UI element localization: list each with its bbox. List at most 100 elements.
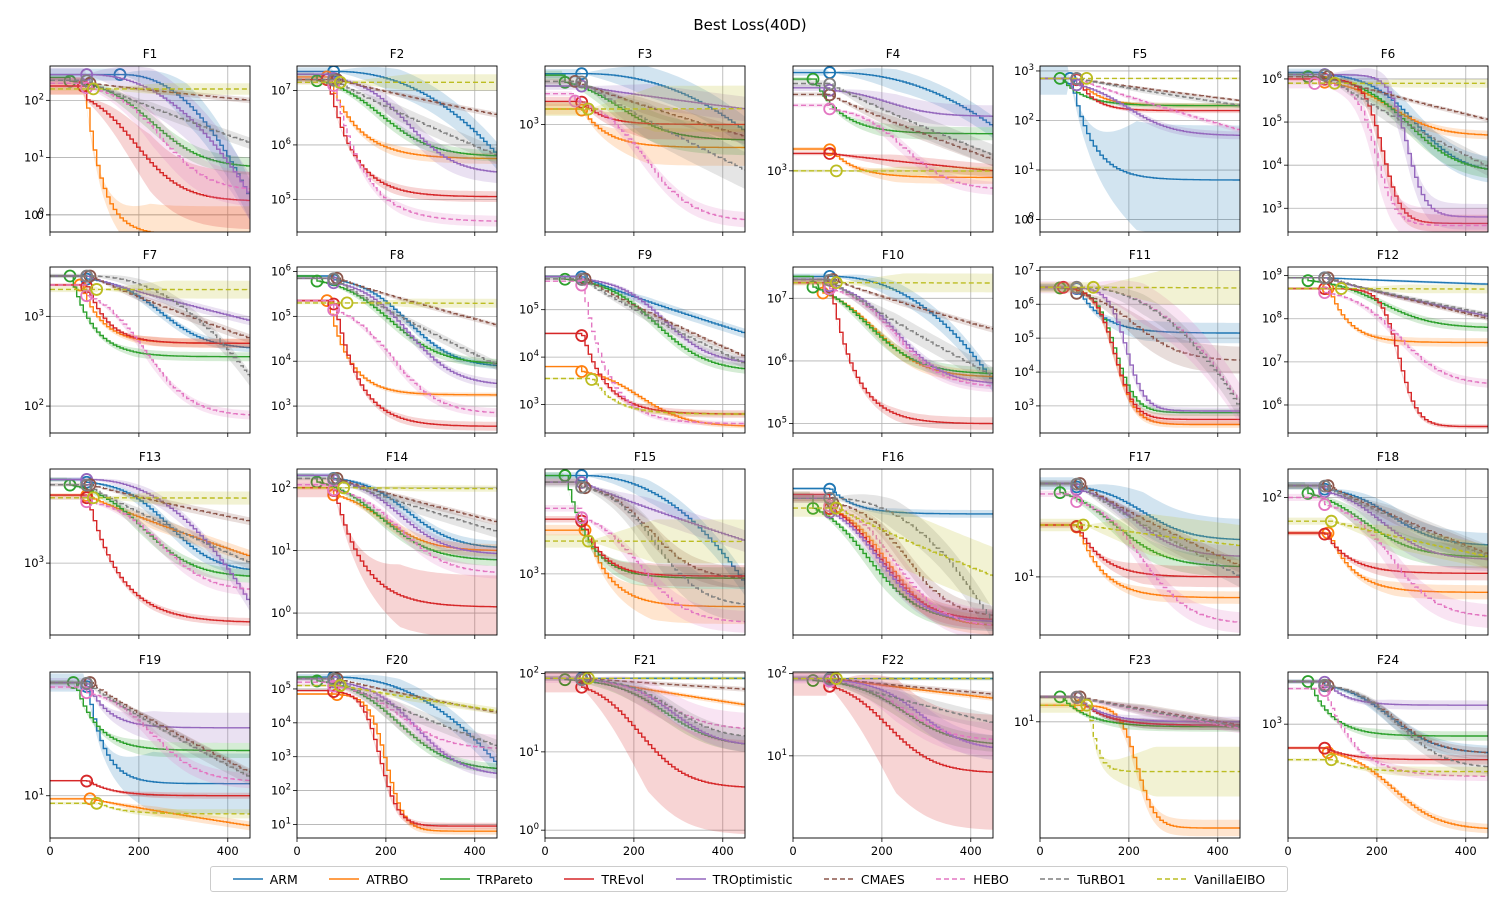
band-ATRBO [1288,287,1488,347]
line-CMAES [1288,680,1488,754]
band-CMAES [545,677,745,692]
line-VanillaEIBO [1040,704,1240,773]
y-tick-label: 102 [767,666,787,681]
line-TROptimistic [1040,696,1240,723]
line-ATRBO [297,299,497,396]
line-TREvol [50,284,250,344]
band-HEBO [1040,695,1240,734]
axes-frame [1039,468,1241,636]
band-CMAES [793,92,993,167]
x-tick-label: 200 [375,844,397,858]
band-TROptimistic [545,82,745,122]
marker-HEBO [823,499,837,513]
legend-swatch [936,878,967,880]
line-HEBO [297,81,497,222]
legend-label: ARM [269,871,298,887]
band-TuRBO1 [297,77,497,164]
figure-title: Best Loss(40D) [693,16,807,34]
subplot-F6: 103 104 105 106 F6 [1262,47,1489,236]
line-HEBO [1040,77,1240,131]
marker-HEBO [1318,286,1332,300]
y-tick-label: 0 [1027,213,1034,227]
marker-HEBO [823,102,837,116]
axes-frame [296,266,498,434]
y-tick-label: 103 [519,116,539,131]
series-area [297,66,497,227]
line-VanillaEIBO [1040,524,1240,547]
marker-HEBO [568,94,582,108]
marker-HEBO [1070,495,1084,508]
y-tick-label: 104 [271,353,291,368]
marker-TREvol [575,95,589,109]
y-tick-label: 102 [271,480,291,495]
x-tick-label: 400 [1207,844,1229,858]
line-HEBO [50,284,250,416]
axes-frame [296,65,498,233]
axes-frame [49,266,251,434]
band-ARM [50,673,250,814]
subplot-F11: 103 104 105 106 107 F11 [1014,248,1241,437]
series-area [50,66,250,232]
line-TROptimistic [793,87,993,117]
band-TuRBO1 [1288,679,1488,774]
subplot-title: F6 [1381,47,1396,61]
line-ARM [297,70,497,156]
line-CMAES [1288,76,1488,120]
x-tick-label: 0 [541,844,548,858]
y-tick-label: 103 [1014,63,1034,78]
legend-label: TuRBO1 [1077,871,1126,887]
line-ARM [1288,680,1488,754]
line-ATRBO [793,497,993,626]
line-TREvol [297,299,497,427]
y-tick-label: 101 [24,788,44,803]
x-tick-label: 0 [789,844,796,858]
band-TROptimistic [793,495,993,632]
marker-TRPareto [1301,487,1315,500]
band-VanillaEIBO [793,499,993,606]
line-ARM [793,487,993,515]
y-tick-label: 103 [1014,398,1034,413]
line-HEBO [1288,496,1488,617]
line-TROptimistic [1040,286,1240,412]
y-tick-label: 100 [24,207,44,222]
band-TRPareto [1040,695,1240,732]
marker-HEBO [80,686,94,700]
marker-TuRBO1 [1070,690,1084,704]
band-CMAES [793,495,993,626]
axes-frame [1039,65,1241,233]
band-CMAES [1288,680,1488,758]
band-HEBO [1288,287,1488,388]
y-tick-label: 106 [271,137,291,152]
y-tick-label: 100 [1014,212,1034,227]
line-TREvol [297,78,497,198]
band-TRPareto [545,675,745,752]
line-TuRBO1 [545,80,745,171]
series-area [50,269,250,420]
line-TuRBO1 [1040,77,1240,106]
series-area [793,66,993,195]
line-TuRBO1 [793,497,993,626]
line-HEBO [545,93,745,221]
y-tick-label: 102 [24,92,44,107]
x-tick-label: 0 [1036,844,1043,858]
band-CMAES [545,478,745,590]
line-VanillaEIBO [1288,759,1488,773]
line-TREvol [1040,524,1240,578]
y-tick-label: 103 [24,308,44,323]
band-TROptimistic [297,473,497,560]
legend-label: HEBO [973,871,1009,887]
line-CMAES [50,82,250,101]
line-HEBO [50,686,250,782]
line-HEBO [1040,493,1240,623]
band-TRPareto [50,477,250,583]
line-VanillaEIBO [1288,520,1488,557]
band-ATRBO [1288,77,1488,140]
axes-frame [1287,671,1489,839]
legend-item-CMAES: CMAES [823,872,905,887]
y-tick-label: 103 [271,749,291,764]
legend-label: TROptimistic [712,871,793,887]
y-tick-label: 101 [1014,162,1034,177]
axes-frame [1287,266,1489,434]
line-TuRBO1 [1288,277,1488,315]
